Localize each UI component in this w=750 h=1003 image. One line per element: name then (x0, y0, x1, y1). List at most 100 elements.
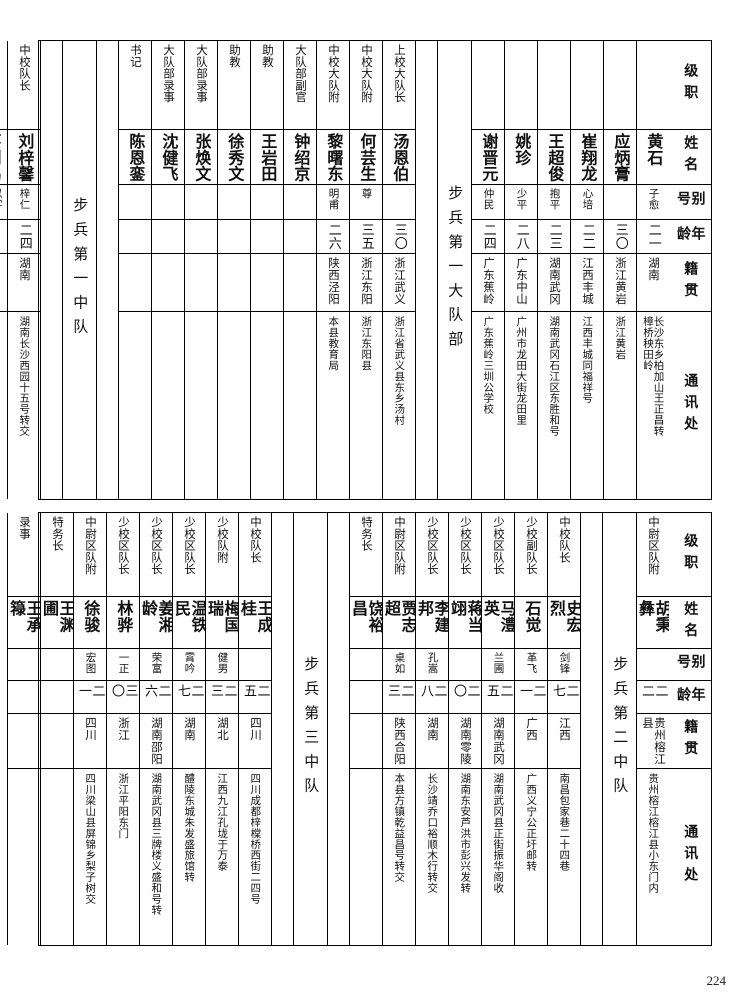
roster-person-column[interactable]: 中校队长 刘梓馨 梓仁 二四 湖南 湖南长沙西园十五号转交 (7, 41, 40, 499)
row-header-rank: 级职 (669, 41, 711, 130)
spacer-cell (328, 513, 349, 945)
cell-alias: 子愈 (637, 185, 669, 220)
roster-person-column[interactable]: 录事 王承簶 (7, 513, 40, 945)
cell-age (218, 220, 250, 255)
cell-alias: 宏图 (74, 649, 106, 682)
cell-address: 长沙靖乔口裕顺木行转交 (426, 772, 439, 893)
cell-name: 徐秀文 (218, 130, 250, 185)
cell-native: 江西丰城 (571, 254, 603, 313)
cell-rank: 书记 (119, 41, 151, 130)
cell-age: 二六 (317, 220, 349, 255)
cell-rank: 大队部录事 (185, 41, 217, 130)
cell-name: 王岩田 (251, 130, 283, 185)
roster-spacer-column (0, 513, 7, 945)
roster-person-column[interactable]: 中尉区队附 徐骏 宏图 二一 四川 四川梁山县屏锦乡梨子树交 (73, 513, 106, 945)
cell-native: 贵州榕江县 (637, 714, 669, 769)
cell-address (284, 312, 316, 499)
cell-address: 南昌包家巷二十四巷 (558, 772, 571, 871)
cell-native: 浙江 (107, 714, 139, 769)
cell-rank: 中校队长 (548, 513, 580, 597)
roster-person-column[interactable]: 少校区队长 马澧英 兰圃 二五 湖南武冈 湖南武冈县正街振华阁收 (481, 513, 514, 945)
cell-address: 醴陵东城朱发盛旅馆转 (183, 772, 196, 882)
roster-person-column[interactable]: 中校队长 史宏烈 剑锋 二七 江西 南昌包家巷二十四巷 (547, 513, 580, 945)
roster-person-column[interactable]: 少校区队长 李建邦 孔嵩 二八 湖南 长沙靖乔口裕顺木行转交 (415, 513, 448, 945)
cell-address (41, 769, 73, 945)
cell-name: 黄石 (637, 130, 669, 185)
roster-person-column[interactable]: 中尉区队附 胡秉彝 二二 贵州榕江县 贵州榕江榕江县小东门内 (636, 513, 669, 945)
roster-person-column[interactable]: 少校区队长 蒋当翊 二〇 湖南零陵 湖南东安芦洪市彭兴发转 (448, 513, 481, 945)
cell-native: 浙江武义 (383, 254, 415, 313)
roster-person-column[interactable]: 少校区队长 姜湘龄 荣富 二六 湖南邵阳 湖南武冈县三牌楼义盛和号转 (139, 513, 172, 945)
roster-person-column[interactable]: 中校大队附 何芸生尊三五 浙江东阳 浙江东阳县 (349, 41, 382, 499)
cell-name: 梅国瑞 (206, 597, 238, 649)
cell-alias: 抱平 (538, 185, 570, 220)
roster-person-column[interactable]: 少校区队长 温铁民 霄吟 二七 湖南 醴陵东城朱发盛旅馆转 (172, 513, 205, 945)
cell-native: 四川 (239, 714, 271, 769)
spacer-cell (416, 41, 437, 499)
cell-age: 二一 (515, 681, 547, 715)
cell-native: 四川 (74, 714, 106, 769)
roster-person-column[interactable]: 少校队附蔡剑鸣以字行二三广西广西桂林行春门九号 (0, 41, 7, 499)
cell-rank (538, 41, 570, 130)
roster-person-column[interactable]: 大队部录事 张焕文 (184, 41, 217, 499)
cell-name: 崔翔龙 (571, 130, 603, 185)
roster-person-column[interactable]: 中尉区队附 贾志超 桌如 二三 陕西合阳 本县方镇乾益昌号转交 (382, 513, 415, 945)
roster-person-column[interactable]: 谢晋元 仲民 二四 广东蕉岭 广东蕉岭三圳公学校 (471, 41, 504, 499)
cell-alias (119, 185, 151, 220)
roster-person-column[interactable]: 王超俊 抱平 二三 湖南武冈 湖南武冈石江区东胜和号 (537, 41, 570, 499)
row-header-age: 年龄 (669, 220, 711, 255)
cell-age: 二一 (637, 220, 669, 255)
roster-person-column[interactable]: 上校大队长 汤恩伯 三〇 浙江武义 浙江省武义县东乡汤村 (382, 41, 415, 499)
roster-person-column[interactable]: 中校大队附 黎曙东 明甫 二六 陕西泾阳 本县教育局 (316, 41, 349, 499)
cell-address: 江西九江孔垅于万泰 (216, 772, 229, 871)
cell-alias: 孔嵩 (416, 649, 448, 682)
roster-person-column[interactable]: 助教 徐秀文 (217, 41, 250, 499)
roster-person-column[interactable]: 中校队长 王成桂 二五 四川 四川成都梓橖桥西街二四号 (238, 513, 271, 945)
roster-person-column[interactable]: 书记 陈恩銮 (118, 41, 151, 499)
roster-row-header-column: 级职 姓名 别号 年龄 籍贯 通讯处 (669, 41, 711, 499)
roster-person-column[interactable]: 少校区队长 林骅 一正 三〇 浙江 浙江平阳东门 (106, 513, 139, 945)
cell-age (251, 220, 283, 255)
cell-name: 汤恩伯 (383, 130, 415, 185)
cell-name: 徐骏 (74, 597, 106, 649)
roster-person-column[interactable]: 少校副队长 石觉 革飞 二一 广西 广西义宁公正圩邮转 (514, 513, 547, 945)
row-header-native: 籍贯 (669, 254, 711, 313)
roster-person-column[interactable]: 崔翔龙 心培 二二 江西丰城 江西丰城同福祥号 (570, 41, 603, 499)
cell-rank: 特务长 (41, 513, 73, 597)
cell-name: 王成桂 (239, 597, 271, 649)
cell-native: 湖南 (416, 714, 448, 769)
spacer-cell (97, 41, 118, 499)
cell-name: 姚珍 (505, 130, 537, 185)
cell-rank: 中尉区队附 (383, 513, 415, 597)
roster-person-column[interactable]: 特务长 饶裕昌 (349, 513, 382, 945)
cell-native: 广东蕉岭 (472, 254, 504, 313)
roster-person-column[interactable]: 特务长 王渊圃 (40, 513, 73, 945)
row-header-alias: 别号 (669, 185, 711, 220)
cell-rank: 大队部副官 (284, 41, 316, 130)
cell-rank: 中校队长 (239, 513, 271, 597)
roster-person-column[interactable]: 黄石 子愈 二一 湖南 长沙东乡柏加山王正昌转 樟桥秧田岭 (636, 41, 669, 499)
cell-name: 谢晋元 (472, 130, 504, 185)
cell-age: 二六 (140, 681, 172, 715)
cell-name: 饶裕昌 (350, 597, 382, 649)
cell-rank: 中尉区队附 (637, 513, 669, 597)
row-header-age: 年龄 (669, 681, 711, 715)
cell-native: 陕西泾阳 (317, 254, 349, 313)
cell-rank: 少校区队长 (173, 513, 205, 597)
cell-address: 本县教育局 (327, 316, 340, 371)
roster-person-column[interactable]: 大队部录事 沈健飞 (151, 41, 184, 499)
cell-address: 湖南东安芦洪市彭兴发转 (459, 772, 472, 893)
roster-person-column[interactable]: 应炳膏 三〇 浙江黄岩 浙江黄岩 (603, 41, 636, 499)
cell-age: 二三 (0, 220, 7, 255)
cell-name: 姜湘龄 (140, 597, 172, 649)
roster-spacer-column (271, 513, 293, 945)
roster-person-column[interactable]: 大队部副官 钟绍京 (283, 41, 316, 499)
cell-age: 二三 (383, 681, 415, 715)
roster-person-column[interactable]: 少校队附 梅国瑞 健男 二三 湖北 江西九江孔垅于万泰 (205, 513, 238, 945)
roster-person-column[interactable]: 姚珍 少平 二八 广东中山 广州市龙田大街龙田里 (504, 41, 537, 499)
roster-person-column[interactable]: 助教 王岩田 (250, 41, 283, 499)
cell-age: 二三 (206, 681, 238, 715)
roster-group-label: 步兵第一大队部 (437, 41, 471, 499)
cell-name: 史宏烈 (548, 597, 580, 649)
cell-name: 张焕文 (185, 130, 217, 185)
